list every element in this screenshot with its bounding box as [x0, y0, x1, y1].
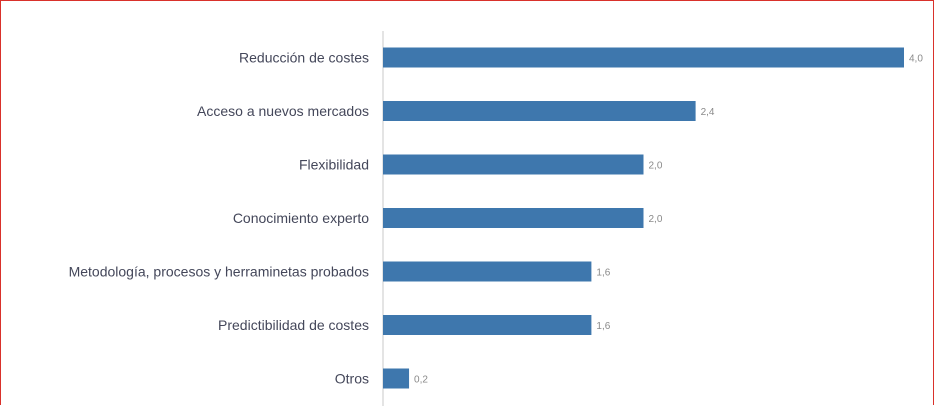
bar [383, 208, 644, 228]
value-label: 1,6 [596, 321, 610, 332]
category-label: Acceso a nuevos mercados [197, 103, 369, 119]
bar [383, 368, 410, 389]
category-label: Flexibilidad [299, 157, 369, 173]
category-label: Otros [335, 371, 369, 387]
value-label: 4,0 [909, 54, 923, 65]
bar [383, 47, 904, 68]
value-label: 1,6 [596, 268, 610, 279]
value-label: 2,0 [649, 161, 663, 172]
category-label: Metodología, procesos y herraminetas pro… [69, 264, 369, 280]
value-label: 2,0 [649, 214, 663, 225]
category-label: Reducción de costes [239, 50, 369, 66]
bar [383, 154, 644, 175]
bar [383, 261, 592, 282]
category-label: Predictibilidad de costes [218, 317, 369, 333]
value-label: 2,4 [701, 107, 715, 118]
bar [383, 101, 696, 121]
value-label: 0,2 [414, 375, 428, 386]
category-label: Conocimiento experto [233, 210, 369, 226]
bar [383, 315, 592, 335]
